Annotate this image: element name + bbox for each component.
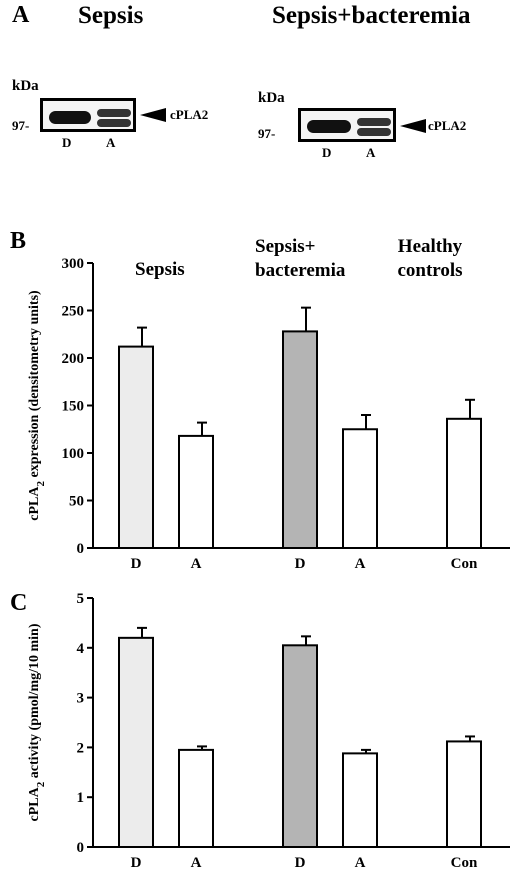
y-axis-label: cPLA2 activity (pmol/mg/10 min) [27,623,47,821]
y-tick-label: 0 [77,840,85,856]
x-tick-label: Con [451,556,478,572]
y-tick-label: 200 [62,351,85,367]
x-tick-label: A [355,855,366,871]
kda-label-bacteremia: kDa [258,90,285,106]
y-tick-label: 150 [62,399,85,415]
y-tick-label: 50 [69,494,84,510]
y-tick-label: 4 [77,641,85,657]
lane-d-bacteremia: D [322,145,332,160]
bar-con [446,740,482,849]
group-label: Healthy [398,236,463,257]
bar-d [118,345,154,549]
y-tick-label: 1 [77,790,85,806]
y-tick-label: 100 [62,446,85,462]
y-axis-label: cPLA2 expression (densitometry units) [27,290,47,521]
y-tick-label: 250 [62,304,85,320]
x-tick-label: D [295,556,306,572]
group-label: bacteremia [255,260,346,281]
y-tick-label: 0 [77,541,85,557]
y-tick-label: 3 [77,691,85,707]
marker-97-sepsis: 97- [12,118,30,133]
blot-band-d [307,120,351,133]
group-label: Sepsis+ [255,236,315,257]
bar-a [342,428,378,549]
bar-a [342,752,378,848]
western-blot-bacteremia [298,108,396,142]
group-label: controls [397,260,462,281]
arrow-icon-sepsis [140,108,166,122]
x-tick-label: A [355,556,366,572]
x-tick-label: A [191,556,202,572]
bar-a [178,434,214,549]
band-label-bacteremia: cPLA2 [428,118,467,133]
bar-d [282,330,318,549]
y-tick-label: 300 [62,256,85,272]
group-label: Sepsis [135,259,185,280]
blot-title-bacteremia: Sepsis+bacteremia [272,2,471,29]
y-tick-label: 2 [77,740,85,756]
y-tick-label: 5 [77,591,85,607]
bar-d [282,644,318,848]
arrow-icon-bacteremia [400,119,426,133]
panel-b-letter: B [10,228,26,254]
x-tick-label: A [191,855,202,871]
x-tick-label: D [131,855,142,871]
lane-d-sepsis: D [62,135,72,150]
panel-c-letter: C [10,590,27,616]
marker-97-bacteremia: 97- [258,126,276,141]
western-blot-sepsis [40,98,136,132]
lane-a-bacteremia: A [366,145,376,160]
blot-band-a-lower [97,119,131,127]
band-label-sepsis: cPLA2 [170,107,209,122]
blot-band-a-lower [357,128,391,136]
blot-band-a [97,109,131,117]
bar-con [446,417,482,549]
lane-a-sepsis: A [106,135,116,150]
x-tick-label: Con [451,855,478,871]
kda-label-sepsis: kDa [12,78,39,94]
bar-a [178,748,214,849]
blot-band-a [357,118,391,126]
panel-a-letter: A [12,2,30,28]
blot-band-d [49,111,91,124]
x-tick-label: D [295,855,306,871]
x-tick-label: D [131,556,142,572]
blot-title-sepsis: Sepsis [78,2,144,29]
bar-d [118,636,154,849]
